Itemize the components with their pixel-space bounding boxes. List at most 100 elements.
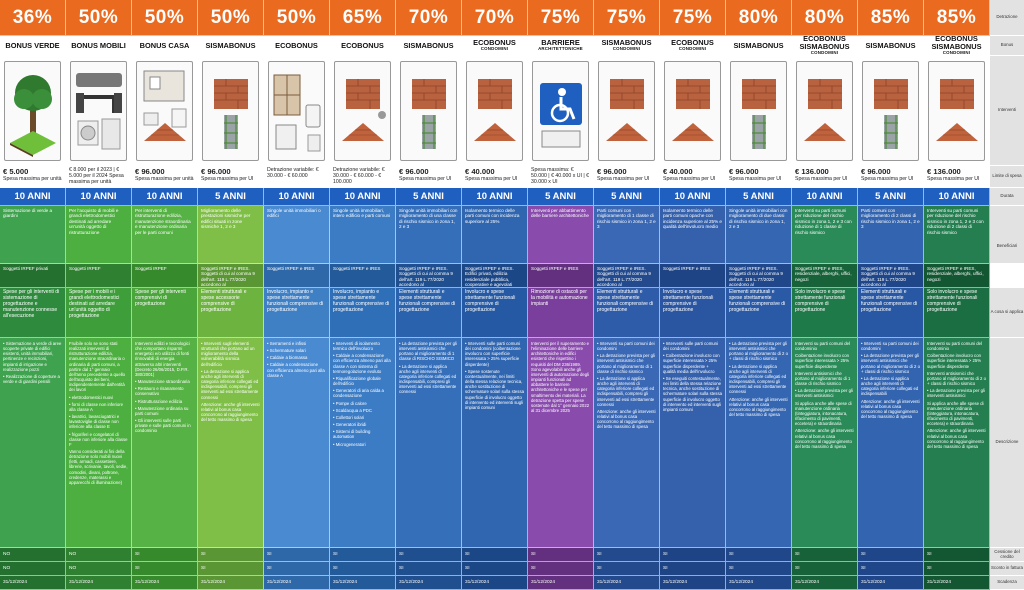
invoice-discount: NO xyxy=(66,562,132,576)
description-line: • La detrazione prevista per gli interve… xyxy=(861,353,920,374)
description-line: • La detrazione si applica anche agli in… xyxy=(729,363,787,395)
duration-badge: 10 ANNI xyxy=(330,188,396,206)
intervention-image xyxy=(132,56,198,166)
description-line: Interventi antisismici che portano al mi… xyxy=(795,370,851,387)
bonus-name: ECOBONUS xyxy=(330,36,396,56)
bonus-name: BONUS VERDE xyxy=(0,36,66,56)
limit-amount: € 40.000 xyxy=(663,167,693,176)
description-line: • Pompe di calore xyxy=(333,400,367,406)
applies-to: Involucro e spese strettamente funzional… xyxy=(462,288,528,338)
description-line: • Caldaie a condensazione con efficienza… xyxy=(267,362,325,378)
beneficiaries: Soggetti IRPEF e IRES, residenziale, alb… xyxy=(792,264,858,288)
limit-text: Spesa massima: € 50.000 | € 40.000 x UI … xyxy=(531,167,590,185)
credit-transfer: SI xyxy=(198,548,264,562)
bonus-name: ECOBONUS xyxy=(264,36,330,56)
beneficiaries: Soggetti IRPEF xyxy=(66,264,132,288)
description-line: Vanno considerati ai fini della detrazio… xyxy=(69,448,128,485)
furniture-icon xyxy=(70,60,127,161)
deduction-percentage: 50% xyxy=(132,0,198,36)
intervention-image xyxy=(264,56,330,166)
bonus-subtitle: CONDOMINI xyxy=(810,49,839,55)
description-line: Coibentazione involucro con superficie i… xyxy=(795,353,850,369)
credit-transfer: SI xyxy=(792,548,858,562)
spending-limit: € 8.000 per il 2023 | € 5.000 per il 202… xyxy=(66,166,132,188)
applies-to: Elementi strutturali e spese accessorie … xyxy=(198,288,264,338)
description-line: • La detrazione prevista per gli interve… xyxy=(729,341,788,362)
description-line: Interventi su parti comuni del condomini… xyxy=(927,341,982,352)
description: • Interventi di isolamento termico dell'… xyxy=(330,338,396,548)
description-line: • La detrazione si applica anche agli in… xyxy=(597,375,655,407)
invoice-discount: SI xyxy=(198,562,264,576)
description-line: • Manutenzione ordinaria su parti comuni xyxy=(135,405,189,416)
house-renovation-icon xyxy=(136,60,193,161)
intervention-image xyxy=(330,56,396,166)
deadline: 31/12/2024 xyxy=(396,576,462,590)
spending-limit: € 96.000 Spesa massima per UI xyxy=(396,166,462,188)
deadline: 31/12/2024 xyxy=(198,576,264,590)
description-line: Attenzione: anche gli interventi relativ… xyxy=(201,401,260,423)
beneficiaries: Soggetti IRPEF e IRES. Soggetti di cui a… xyxy=(198,264,264,288)
applies-to: Involucro, impianto e spese strettamente… xyxy=(330,288,396,338)
invoice-discount: SI xyxy=(660,562,726,576)
applies-to: Involucro e spese strettamente funzional… xyxy=(660,288,726,338)
deduction-percentage: 50% xyxy=(264,0,330,36)
spending-limit: € 5.000 Spesa massima per unità xyxy=(0,166,66,188)
bonus-name: SISMABONUS xyxy=(396,36,462,56)
deduction-percentage: 50% xyxy=(66,0,132,36)
beneficiaries: Soggetti IRPEF e IRES. Soggetti di cui a… xyxy=(396,264,462,288)
beneficiaries: Soggetti IRPEF e IRES xyxy=(660,264,726,288)
seismic-condominium-icon xyxy=(598,60,655,161)
description-line: Interventi antisismici che portano al mi… xyxy=(927,370,986,387)
credit-transfer: NO xyxy=(0,548,66,562)
spending-limit: € 96.000 Spesa massima per UI xyxy=(858,166,924,188)
description-line: • Realizzazione di coperture a verde e d… xyxy=(3,373,60,385)
wheelchair-icon xyxy=(532,60,589,161)
applies-to: Elementi strutturali e spese strettament… xyxy=(594,288,660,338)
deduction-percentage: 50% xyxy=(198,0,264,36)
description: • La detrazione prevista per gli interve… xyxy=(396,338,462,548)
bonus-title: BARRIERE xyxy=(541,38,580,48)
deadline: 31/12/2024 xyxy=(726,576,792,590)
description: • Sistemazione a verde di aree scoperte … xyxy=(0,338,66,548)
limit-amount: € 96.000 xyxy=(135,167,165,176)
deadline: 31/12/2024 xyxy=(462,576,528,590)
bonus-subtitle: CONDOMINI xyxy=(480,46,509,52)
limit-text: Spesa massima per UI xyxy=(201,175,254,182)
description-line: Interventi edilizi e tecnologici che com… xyxy=(135,341,190,377)
combined-condominium-icon xyxy=(796,60,853,161)
description-line: • La detrazione prevista per gli interve… xyxy=(399,341,457,362)
description-line: • Interventi su parti comuni dei condomi… xyxy=(597,341,655,352)
deduction-percentage: 75% xyxy=(528,0,594,36)
description-line: • La detrazione prevista per gli interve… xyxy=(597,353,655,374)
intervention-image xyxy=(594,56,660,166)
duration-badge: 10 ANNI xyxy=(132,188,198,206)
credit-transfer: NO xyxy=(66,548,132,562)
spending-limit: € 136.000 Spesa massima per UI xyxy=(924,166,990,188)
duration-badge: 5 ANNI xyxy=(594,188,660,206)
description-line: • Interventi sulle parti comuni dei cond… xyxy=(663,341,719,352)
intervention-image xyxy=(198,56,264,166)
description-line: Interventi su parti comuni del condomini… xyxy=(795,341,850,352)
row-label-limite: Limite di spesa xyxy=(990,166,1024,188)
applies-to: Spese per gli interventi di sistemazione… xyxy=(0,288,66,338)
credit-transfer: SI xyxy=(330,548,396,562)
description-line: Attenzione: anche gli interventi relativ… xyxy=(597,408,656,430)
duration-badge: 10 ANNI xyxy=(924,188,990,206)
description: • La detrazione prevista per gli interve… xyxy=(726,338,792,548)
beneficiaries: Soggetti IRPEF privati xyxy=(0,264,66,288)
brick-wall-icon xyxy=(202,60,259,161)
intervention-image xyxy=(528,56,594,166)
credit-transfer: SI xyxy=(396,548,462,562)
beneficiaries: Soggetti IRPEF e IRES. Soggetti di cui a… xyxy=(726,264,792,288)
intervention-image xyxy=(792,56,858,166)
limit-text: € 8.000 per il 2023 | € 5.000 per il 202… xyxy=(69,167,124,185)
description: Interventi per il superamento e l'elimin… xyxy=(528,338,594,548)
bonus-name: BONUS CASA xyxy=(132,36,198,56)
invoice-discount: SI xyxy=(858,562,924,576)
duration-badge: 5 ANNI xyxy=(726,188,792,206)
bonus-title: SISMABONUS xyxy=(733,40,784,50)
bonus-title: SISMABONUS xyxy=(205,40,256,50)
limit-text: Spesa massima per unità xyxy=(135,175,194,182)
row-label-cessione: Cessione del credito xyxy=(990,548,1024,562)
seismic-house-icon xyxy=(730,60,787,161)
